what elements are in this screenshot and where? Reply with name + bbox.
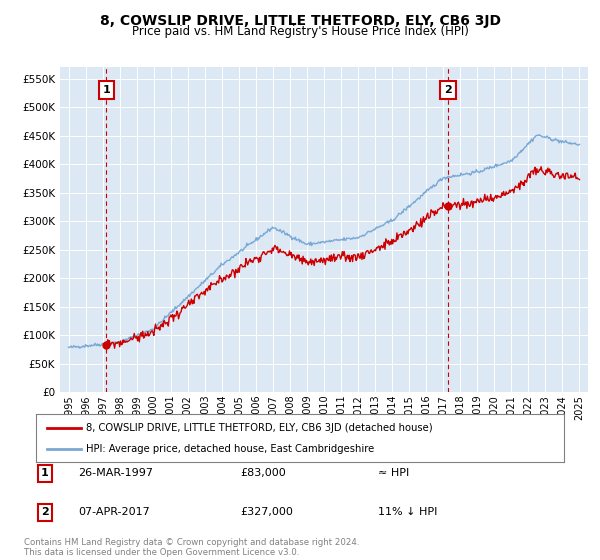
- Text: 1: 1: [41, 468, 49, 478]
- Text: 26-MAR-1997: 26-MAR-1997: [78, 468, 153, 478]
- Text: Contains HM Land Registry data © Crown copyright and database right 2024.
This d: Contains HM Land Registry data © Crown c…: [24, 538, 359, 557]
- Text: Price paid vs. HM Land Registry's House Price Index (HPI): Price paid vs. HM Land Registry's House …: [131, 25, 469, 38]
- Text: £327,000: £327,000: [240, 507, 293, 517]
- Text: HPI: Average price, detached house, East Cambridgeshire: HPI: Average price, detached house, East…: [86, 444, 374, 454]
- Text: £83,000: £83,000: [240, 468, 286, 478]
- Text: 07-APR-2017: 07-APR-2017: [78, 507, 150, 517]
- Text: 2: 2: [444, 85, 452, 95]
- Text: 8, COWSLIP DRIVE, LITTLE THETFORD, ELY, CB6 3JD: 8, COWSLIP DRIVE, LITTLE THETFORD, ELY, …: [100, 14, 500, 28]
- Text: 8, COWSLIP DRIVE, LITTLE THETFORD, ELY, CB6 3JD (detached house): 8, COWSLIP DRIVE, LITTLE THETFORD, ELY, …: [86, 423, 433, 433]
- Text: 1: 1: [103, 85, 110, 95]
- Text: 11% ↓ HPI: 11% ↓ HPI: [378, 507, 437, 517]
- Text: ≈ HPI: ≈ HPI: [378, 468, 409, 478]
- Text: 2: 2: [41, 507, 49, 517]
